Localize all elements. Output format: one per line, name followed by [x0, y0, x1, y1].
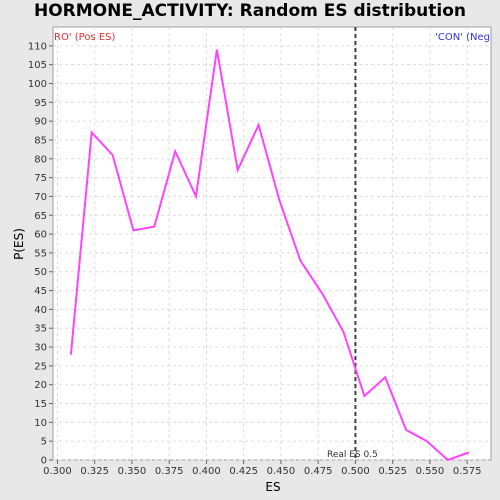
y-tick-label: 60	[34, 230, 47, 241]
x-tick-label: 0.425	[229, 466, 258, 477]
x-tick-label: 0.450	[267, 466, 296, 477]
x-axis-ticks: 0.300 0.325 0.350 0.375 0.400 0.425 0.450 0.475…	[43, 460, 481, 477]
x-tick-label: 0.525	[378, 466, 407, 477]
positive-es-label: RO' (Pos ES)	[54, 32, 115, 43]
x-tick-label: 0.575	[453, 466, 482, 477]
x-tick-label: 0.475	[304, 466, 333, 477]
y-tick-label: 75	[34, 173, 47, 184]
y-tick-label: 65	[34, 211, 47, 222]
y-axis-ticks: 0 5 10 15 20 25 30 35 40 45 50 55 60 65 70 75 80 85 90 95 10…	[28, 41, 53, 467]
negative-es-label: 'CON' (Neg	[435, 32, 490, 43]
x-tick-label: 0.325	[80, 466, 109, 477]
grid	[53, 27, 491, 461]
x-axis-label: ES	[265, 480, 280, 494]
y-tick-label: 20	[34, 380, 47, 391]
y-tick-label: 10	[34, 418, 47, 429]
y-tick-label: 55	[34, 248, 47, 259]
plot-background	[52, 26, 492, 461]
chart-title: HORMONE_ACTIVITY: Random ES distribution	[33, 1, 467, 21]
y-tick-label: 105	[28, 60, 47, 71]
y-tick-label: 0	[41, 456, 47, 467]
y-tick-label: 90	[34, 117, 47, 128]
x-tick-label: 0.300	[43, 466, 72, 477]
x-tick-label: 0.500	[341, 466, 370, 477]
x-tick-label: 0.375	[155, 466, 184, 477]
x-tick-label: 0.550	[416, 466, 445, 477]
y-axis-label: P(ES)	[12, 228, 26, 260]
y-tick-label: 80	[34, 154, 47, 165]
x-tick-label: 0.400	[192, 466, 221, 477]
real-es-label: Real ES 0.5	[327, 450, 378, 460]
y-tick-label: 70	[34, 192, 47, 203]
y-tick-label: 15	[34, 399, 47, 410]
series-line	[69, 49, 470, 462]
y-tick-label: 25	[34, 361, 47, 372]
y-tick-label: 110	[28, 41, 47, 52]
y-tick-label: 30	[34, 343, 47, 354]
y-tick-label: 35	[34, 324, 47, 335]
y-tick-label: 50	[34, 267, 47, 278]
x-tick-label: 0.350	[118, 466, 147, 477]
y-tick-label: 95	[34, 98, 47, 109]
y-tick-label: 45	[34, 286, 47, 297]
y-tick-label: 5	[41, 437, 47, 448]
y-tick-label: 40	[34, 305, 47, 316]
y-tick-label: 100	[28, 79, 47, 90]
y-tick-label: 85	[34, 135, 47, 146]
